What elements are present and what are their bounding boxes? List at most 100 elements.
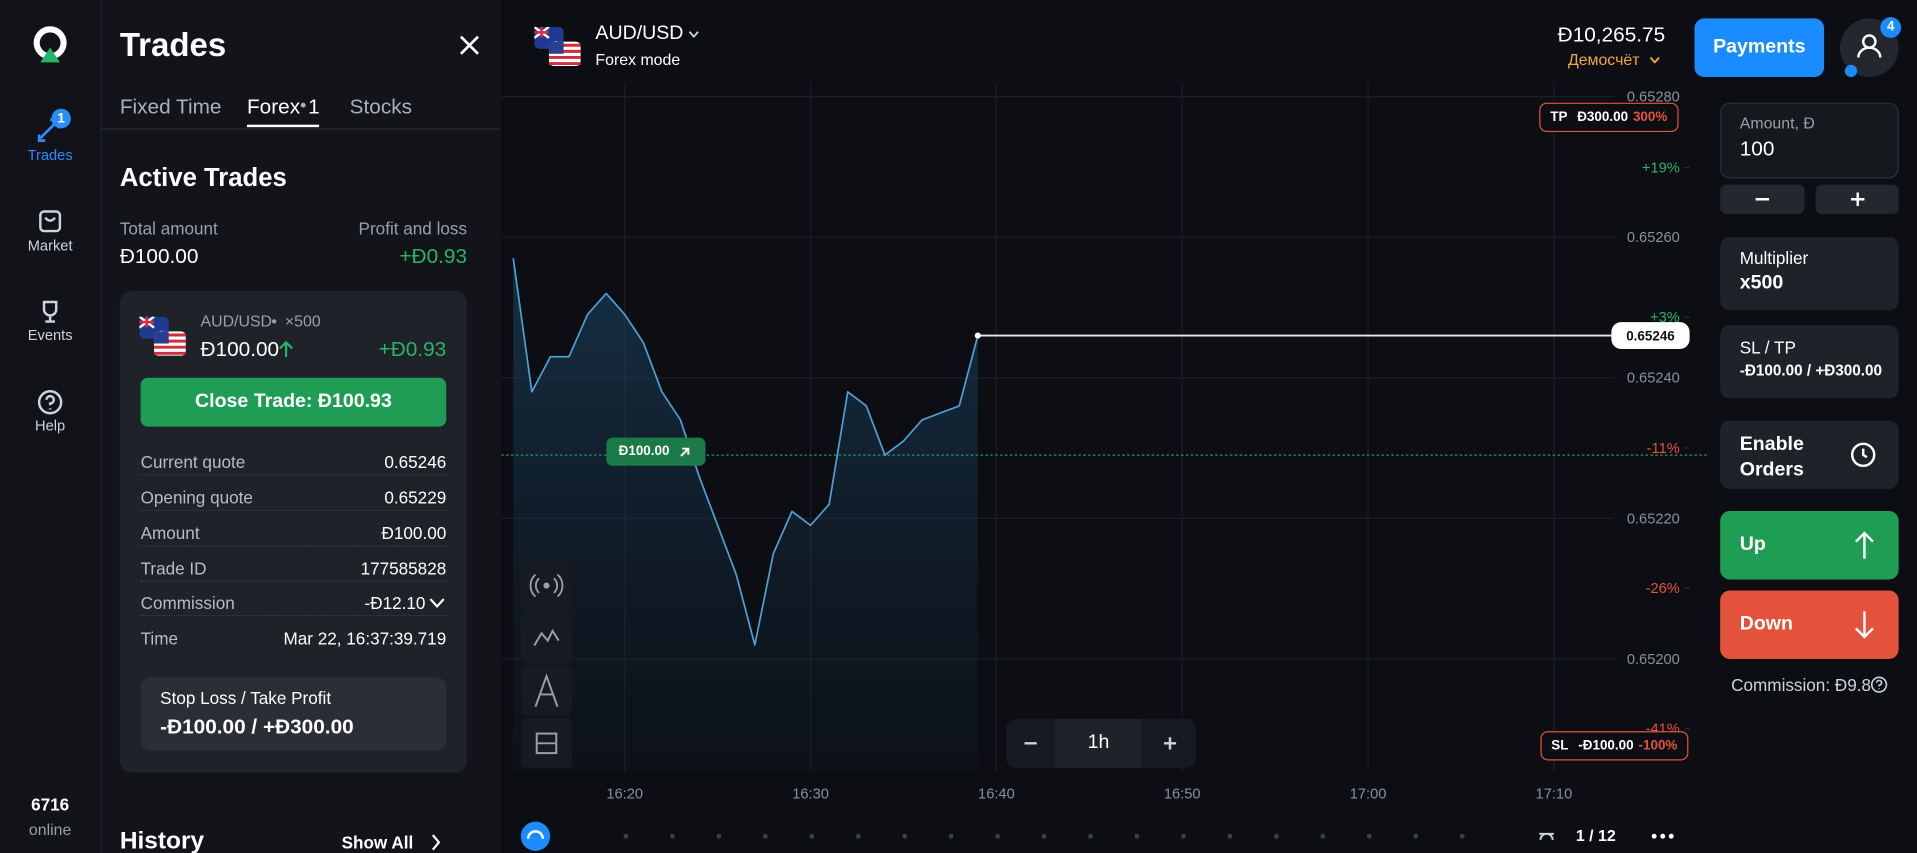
x-tick-label: 16:40	[978, 786, 1015, 802]
help-icon[interactable]	[37, 389, 64, 416]
y2-tick-label: -11%	[1647, 441, 1680, 457]
zoom-in[interactable]	[1161, 735, 1178, 752]
tab[interactable]: Stocks	[349, 95, 413, 119]
nav-item[interactable]: Help	[35, 416, 66, 435]
current-price-label: 0.65246	[1626, 328, 1675, 343]
icon-shape	[39, 210, 62, 233]
chevron	[1649, 56, 1660, 64]
badge: 4	[1880, 17, 1902, 38]
price-area	[513, 258, 978, 772]
page-indicator: 1 / 12	[1575, 826, 1616, 845]
logo[interactable]	[29, 24, 71, 66]
show-all[interactable]: Show All	[341, 832, 414, 853]
tp-amount: Đ300.00	[1577, 109, 1629, 125]
up-button[interactable]: Up	[1739, 534, 1766, 556]
pair-flags	[534, 27, 580, 66]
events-icon[interactable]	[38, 300, 62, 324]
arrow	[37, 134, 46, 142]
take-profit-tag[interactable]: TP Đ300.00 300%	[1539, 102, 1679, 133]
more-dot[interactable]	[1668, 833, 1674, 839]
tab[interactable]: Forex	[246, 95, 301, 119]
x-tick-label: 17:00	[1350, 786, 1387, 802]
stop-loss-tag[interactable]: SL -Đ100.00 -100%	[1540, 731, 1689, 761]
y-tick-label: 0.65260	[1627, 230, 1680, 246]
section-title: Active Trades	[119, 163, 287, 192]
sl-tp-value: -Đ100.00 / +Đ300.00	[1739, 361, 1883, 379]
detail-value: -Đ12.10	[364, 592, 426, 613]
orders-button[interactable]: Enable Orders	[1739, 434, 1804, 481]
avatar-icon	[1857, 46, 1882, 58]
row-separator	[140, 580, 447, 582]
balance: Đ10,265.75	[1557, 23, 1666, 47]
close-icon	[459, 35, 479, 55]
more-dot[interactable]	[1651, 833, 1657, 839]
down-button[interactable]: Down	[1739, 613, 1793, 635]
more-dot[interactable]	[1660, 833, 1666, 839]
account-type[interactable]: Демосчёт	[1567, 50, 1640, 69]
multiplier-value: x500	[1739, 272, 1784, 294]
row-separator	[140, 509, 447, 512]
interval[interactable]: 1h	[1055, 718, 1142, 768]
tab[interactable]: Fixed Time	[119, 95, 222, 119]
nav-item[interactable]: Trades	[27, 146, 73, 164]
pair[interactable]: AUD/USD	[595, 23, 684, 45]
up-button-bg[interactable]	[1720, 511, 1899, 580]
badge-arrow	[679, 447, 689, 457]
increase-button[interactable]	[1815, 184, 1899, 214]
icon-shape	[37, 390, 63, 415]
orders-button-bg[interactable]	[1720, 420, 1899, 490]
amount-input[interactable]	[1720, 102, 1899, 179]
decrease-button[interactable]	[1720, 184, 1805, 214]
chart-tools	[520, 559, 573, 768]
panel-title: Trades	[119, 26, 227, 64]
sl-tp-box[interactable]	[140, 677, 447, 751]
price-line	[512, 258, 979, 646]
detail-label: Commission	[140, 592, 235, 613]
pnl-label: Profit and loss	[358, 218, 468, 239]
nav-item[interactable]: Events	[27, 326, 73, 344]
tool-button[interactable]	[520, 665, 573, 717]
plus-icon	[1850, 192, 1865, 207]
sl-amount: -Đ100.00	[1578, 737, 1634, 753]
mode: Forex mode	[595, 50, 681, 69]
detail-value: Mar 22, 16:37:39.719	[283, 628, 447, 648]
amount-label: Amount, Đ	[1739, 113, 1815, 133]
expand-icon[interactable]	[429, 598, 445, 609]
info-icon[interactable]	[1870, 676, 1888, 693]
timeline-handle[interactable]	[520, 821, 551, 851]
icon-shape	[45, 394, 55, 410]
nav-item[interactable]: Market	[27, 237, 73, 255]
opening-badge[interactable]: Đ100.00	[606, 437, 706, 466]
detail-label: Opening quote	[140, 487, 253, 508]
icon-shape	[44, 216, 56, 222]
logo-mark	[40, 47, 60, 63]
pair-flags	[139, 317, 185, 356]
zoom-out[interactable]	[1022, 735, 1039, 752]
close-button[interactable]	[458, 34, 480, 56]
payments-button[interactable]: Payments	[1694, 18, 1825, 78]
market-icon[interactable]	[38, 209, 62, 233]
chevron	[688, 31, 699, 38]
commission: Commission: Đ9.8	[1731, 674, 1872, 695]
y2-tick-label: -26%	[1646, 581, 1680, 597]
trade-pnl: +Đ0.93	[378, 337, 447, 361]
sl-tp-label: Stop Loss / Take Profit	[160, 688, 332, 708]
trade-amount: Đ100.00	[200, 337, 280, 361]
x-tick-label: 16:30	[792, 786, 829, 802]
down-icon	[1855, 611, 1874, 639]
badge: 1	[51, 108, 71, 129]
online-count: 6716	[31, 794, 70, 815]
detail-value: Đ100.00	[381, 523, 447, 543]
y2-tick-label: +3%	[1650, 310, 1680, 326]
detail-label: Amount	[140, 523, 200, 543]
down-button-bg[interactable]	[1720, 590, 1899, 659]
x-tick-label: 16:20	[606, 786, 643, 802]
y-tick-label: 0.65220	[1627, 511, 1680, 527]
close-trade-button[interactable]: Close Trade: Đ100.93	[140, 377, 447, 427]
tp-percent: 300%	[1632, 109, 1668, 125]
sl-tp-box[interactable]	[1720, 325, 1899, 399]
multiplier-box[interactable]	[1720, 237, 1899, 311]
sl-tp-label: SL / TP	[1739, 337, 1796, 357]
